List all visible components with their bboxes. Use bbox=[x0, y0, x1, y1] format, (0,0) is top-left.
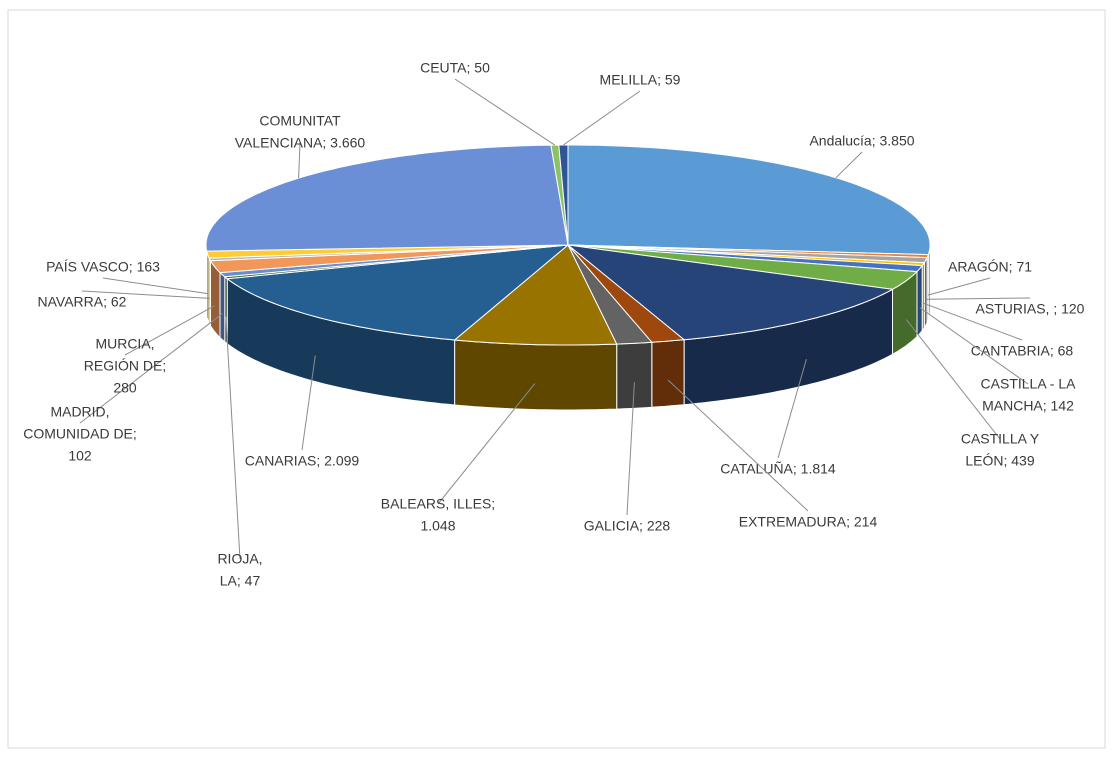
data-label: RIOJA, bbox=[217, 551, 262, 567]
leader-line bbox=[563, 90, 641, 146]
pie-side bbox=[916, 264, 923, 338]
data-label: 1.048 bbox=[420, 518, 455, 534]
data-label: BALEARS, ILLES; bbox=[381, 496, 495, 512]
data-label: CASTILLA - LA bbox=[981, 376, 1077, 392]
leader-line bbox=[919, 307, 1029, 385]
leader-line bbox=[923, 302, 1023, 341]
leader-line bbox=[925, 297, 1031, 300]
data-label: MURCIA, bbox=[95, 336, 154, 352]
data-label: PAÍS VASCO; 163 bbox=[46, 259, 160, 275]
data-label: LA; 47 bbox=[220, 573, 261, 589]
data-label: COMUNITAT bbox=[259, 113, 341, 129]
data-label: GALICIA; 228 bbox=[584, 518, 671, 534]
data-label: CASTILLA Y bbox=[961, 431, 1040, 447]
pie-slice bbox=[567, 244, 653, 345]
data-label: VALENCIANA; 3.660 bbox=[235, 135, 366, 151]
leader-line bbox=[301, 355, 316, 451]
pie-sides bbox=[205, 244, 931, 411]
data-label: MADRID, bbox=[50, 404, 109, 420]
leader-line bbox=[835, 151, 863, 179]
data-label: CANTABRIA; 68 bbox=[971, 343, 1074, 359]
leader-line bbox=[298, 142, 301, 179]
pie-side bbox=[205, 245, 208, 317]
data-label: EXTREMADURA; 214 bbox=[739, 514, 878, 530]
pie-side bbox=[616, 341, 653, 410]
leader-line bbox=[777, 359, 807, 459]
pie-slice bbox=[225, 244, 570, 341]
leader-line bbox=[102, 277, 208, 295]
leader-line bbox=[79, 313, 223, 424]
leader-line bbox=[667, 379, 809, 512]
data-label: ASTURIAS, ; 120 bbox=[976, 301, 1085, 317]
data-label: LEÓN; 439 bbox=[965, 453, 1034, 469]
pie-side bbox=[219, 271, 226, 343]
data-label: NAVARRA; 62 bbox=[38, 294, 127, 310]
leader-line bbox=[437, 383, 536, 505]
pie-tops bbox=[205, 144, 931, 346]
leader-line bbox=[124, 305, 215, 356]
pie-slice bbox=[567, 244, 919, 290]
leader-line bbox=[225, 316, 241, 560]
pie-side bbox=[454, 339, 618, 411]
data-label: CATALUÑA; 1.814 bbox=[720, 461, 836, 477]
data-label: 102 bbox=[68, 448, 92, 464]
data-label: COMUNIDAD DE; bbox=[23, 426, 137, 442]
pie-slice bbox=[566, 244, 895, 341]
leader-line bbox=[626, 382, 635, 516]
data-label: ARAGÓN; 71 bbox=[948, 259, 1032, 275]
pie-slice bbox=[209, 244, 569, 274]
data-label: CEUTA; 50 bbox=[420, 60, 490, 76]
leader-line bbox=[905, 319, 1001, 440]
data-label: CANARIAS; 2.099 bbox=[245, 453, 360, 469]
pie-slice bbox=[567, 244, 686, 343]
pie-slice bbox=[453, 244, 618, 346]
data-label: MANCHA; 142 bbox=[982, 398, 1074, 414]
leader-line bbox=[927, 277, 991, 296]
pie-side bbox=[210, 258, 221, 339]
leader-line bbox=[81, 290, 210, 299]
pie-side bbox=[651, 339, 685, 408]
leader-line bbox=[454, 78, 556, 146]
data-label: Andalucía; 3.850 bbox=[809, 133, 914, 149]
data-labels: Andalucía; 3.850 ARAGÓN; 71 ASTURIAS, ; 12… bbox=[23, 60, 1084, 589]
data-label: MELILLA; 59 bbox=[600, 72, 681, 88]
data-label: 280 bbox=[113, 380, 137, 396]
data-label: REGIÓN DE; bbox=[84, 358, 166, 374]
